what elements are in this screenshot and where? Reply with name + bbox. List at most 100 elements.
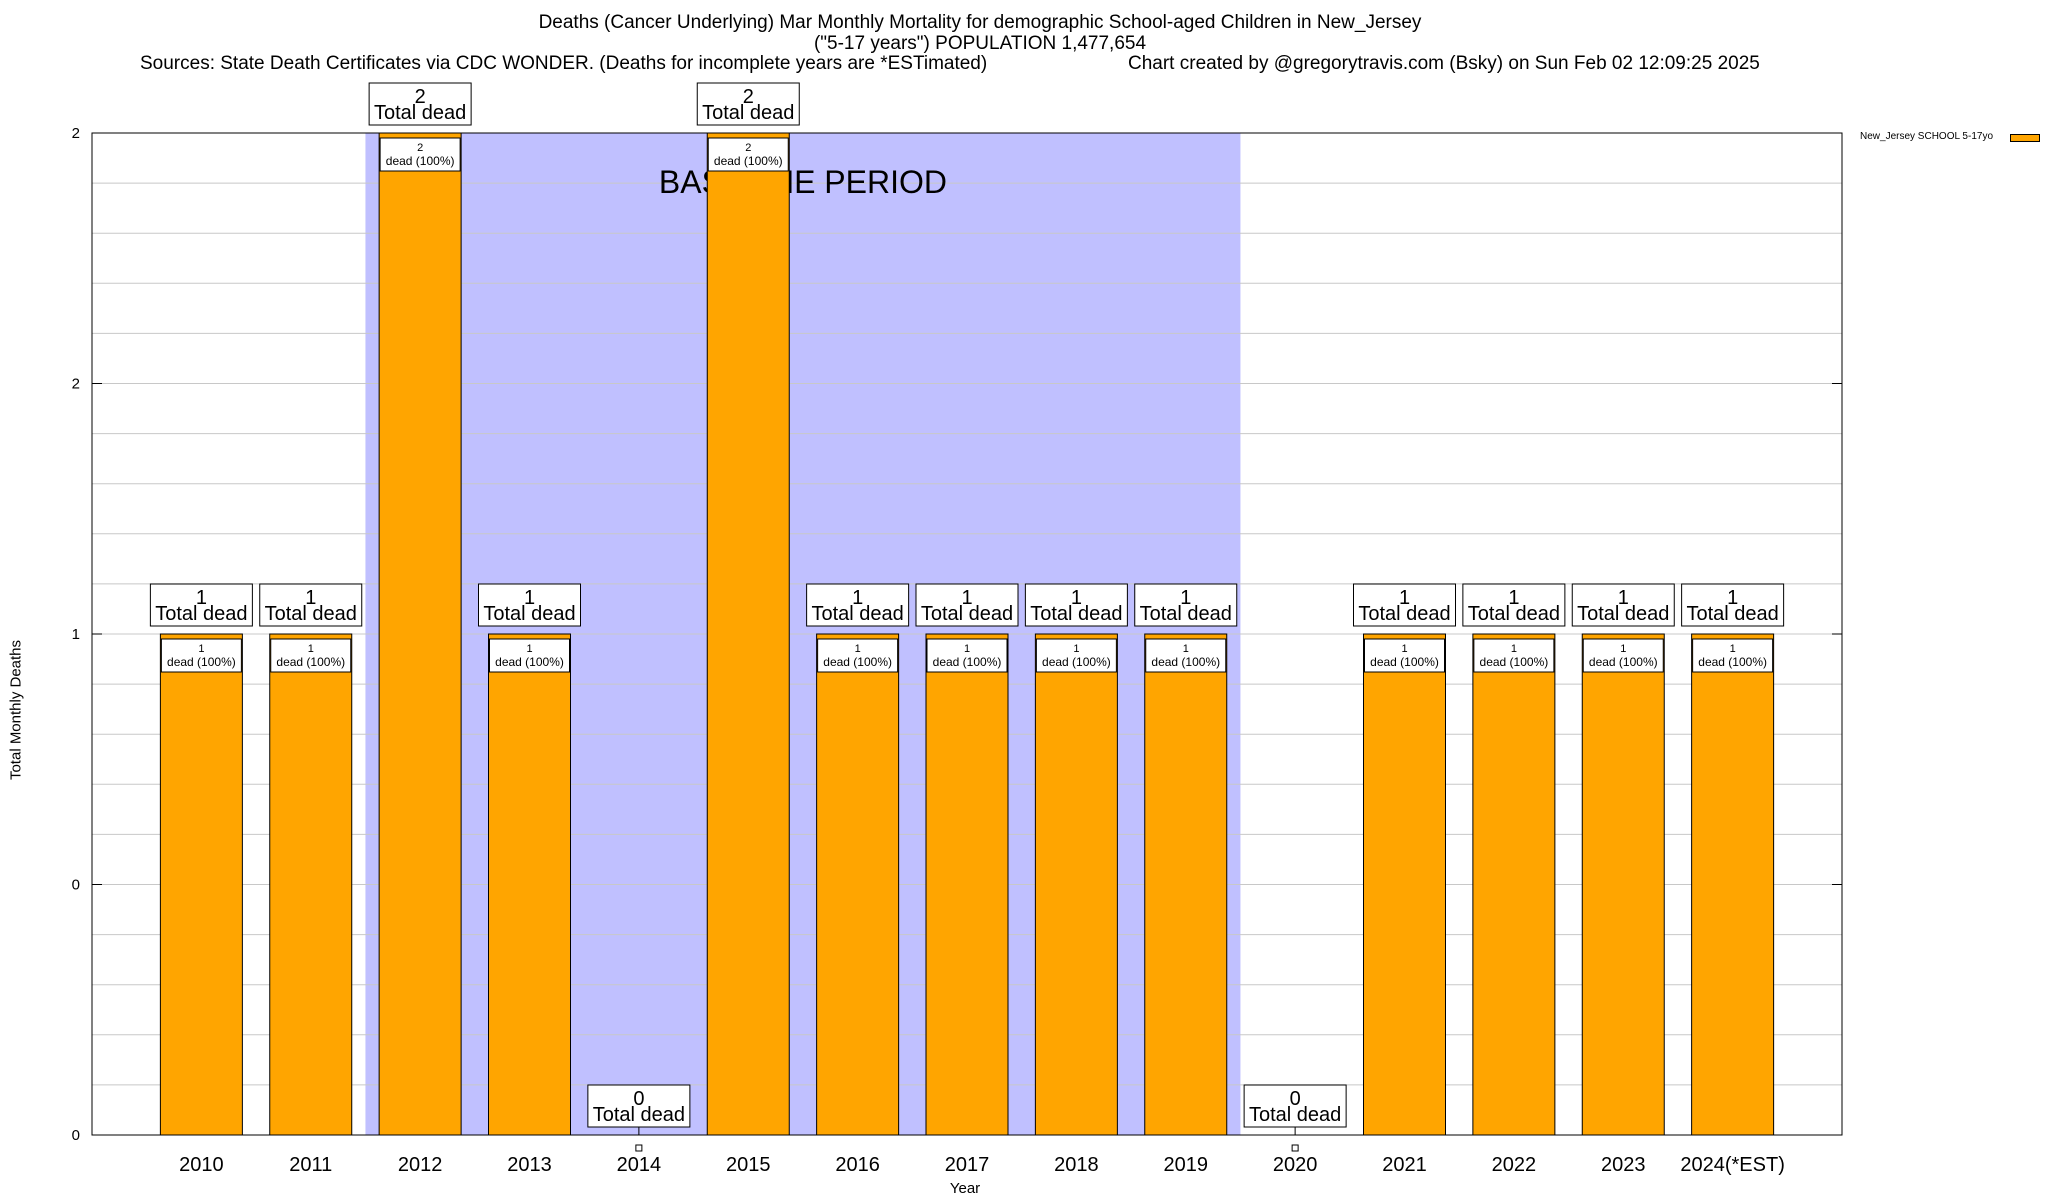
- bar-inner-label: dead (100%): [386, 154, 455, 168]
- y-tick-label: 2: [72, 125, 80, 142]
- x-tick-label: 2010: [179, 1154, 224, 1176]
- bar-total-label-box: [806, 583, 910, 627]
- bar-total-label: Total dead: [155, 603, 247, 625]
- x-tick-label: 2012: [398, 1154, 443, 1176]
- x-tick-label: 2014: [617, 1154, 662, 1176]
- y-tick-label: 0: [72, 877, 80, 894]
- bar-total-label-box: [259, 583, 363, 627]
- bar-total-label: Total dead: [702, 102, 794, 124]
- bar: [1691, 633, 1775, 1136]
- zero-point-marker: [635, 1144, 643, 1152]
- bar-total-count: 0: [633, 1088, 644, 1110]
- bar-total-count: 1: [852, 587, 863, 609]
- bar-inner-label: dead (100%): [276, 655, 345, 669]
- bar: [706, 132, 790, 1136]
- bar-inner-label-box: [270, 638, 352, 673]
- bar: [488, 633, 571, 1136]
- bar-total-count: 0: [1290, 1088, 1301, 1110]
- bar: [269, 633, 353, 1136]
- bar-inner-label-box: [707, 137, 789, 172]
- bar-inner-label-box: [926, 638, 1008, 673]
- x-tick-label: 2013: [507, 1154, 552, 1176]
- bar-total-label: Total dead: [483, 603, 575, 625]
- bar-total-label-box: [368, 82, 472, 126]
- bar-total-label: Total dead: [1249, 1104, 1341, 1126]
- bar-inner-label-box: [1692, 638, 1774, 673]
- x-tick-label: 2024(*EST): [1680, 1154, 1785, 1176]
- bar-total-label-box: [1243, 1084, 1347, 1128]
- bar-total-count: 1: [305, 587, 316, 609]
- bar-total-label: Total dead: [1030, 603, 1122, 625]
- bar-total-label: Total dead: [1686, 603, 1778, 625]
- bar-inner-count: 1: [855, 643, 861, 655]
- bar-inner-count: 1: [1620, 643, 1626, 655]
- bar-total-label: Total dead: [1140, 603, 1232, 625]
- bar-inner-count: 2: [417, 142, 423, 154]
- bar-inner-count: 1: [1183, 643, 1189, 655]
- bar: [1034, 633, 1118, 1136]
- bar: [1144, 633, 1228, 1136]
- bar-total-label: Total dead: [1468, 603, 1560, 625]
- bar-inner-label: dead (100%): [495, 655, 564, 669]
- bar-total-count: 1: [1180, 587, 1191, 609]
- bar: [159, 633, 243, 1136]
- bar-inner-count: 1: [198, 643, 204, 655]
- bar-inner-count: 2: [745, 142, 751, 154]
- bar-total-label-box: [587, 1084, 691, 1128]
- x-tick-label: 2020: [1273, 1154, 1318, 1176]
- bar-inner-label: dead (100%): [933, 655, 1002, 669]
- bar-total-label-box: [149, 583, 253, 627]
- bar-total-label-box: [1462, 583, 1566, 627]
- bar-total-count: 1: [1508, 587, 1519, 609]
- bar-inner-count: 1: [526, 643, 532, 655]
- bar-inner-label: dead (100%): [1151, 655, 1220, 669]
- bar-total-label-box: [1681, 583, 1785, 627]
- baseline-period-label: BASELINE PERIOD: [659, 164, 947, 200]
- bar-inner-label: dead (100%): [1589, 655, 1658, 669]
- bar: [1581, 633, 1665, 1136]
- bar-inner-label: dead (100%): [1698, 655, 1767, 669]
- x-tick-label: 2019: [1164, 1154, 1209, 1176]
- x-tick-label: 2021: [1382, 1154, 1427, 1176]
- bar-total-count: 1: [1618, 587, 1629, 609]
- bar-total-count: 1: [961, 587, 972, 609]
- bar: [1472, 633, 1556, 1136]
- bar-total-count: 1: [524, 587, 535, 609]
- bar-inner-label: dead (100%): [714, 154, 783, 168]
- bar-total-count: 2: [743, 86, 754, 108]
- bar-total-label: Total dead: [1577, 603, 1669, 625]
- x-axis-label: Year: [950, 1180, 980, 1197]
- bar-total-label: Total dead: [265, 603, 357, 625]
- bar-total-label-box: [1134, 583, 1238, 627]
- bar-inner-count: 1: [964, 643, 970, 655]
- bar-total-count: 1: [1727, 587, 1738, 609]
- y-tick-label: 1: [72, 626, 80, 643]
- legend-series-label: New_Jersey SCHOOL 5-17yo: [1860, 131, 1994, 142]
- legend-swatch: [2010, 134, 2040, 142]
- bar-inner-label: dead (100%): [1370, 655, 1439, 669]
- bar-inner-label-box: [489, 638, 570, 673]
- bar-inner-count: 1: [1511, 643, 1517, 655]
- chart-credit: Chart created by @gregorytravis.com (Bsk…: [1128, 53, 1760, 74]
- bar-inner-count: 1: [1730, 643, 1736, 655]
- bar: [378, 132, 462, 1136]
- bar-inner-count: 1: [1401, 643, 1407, 655]
- x-tick-label: 2015: [726, 1154, 771, 1176]
- bar-total-count: 1: [196, 587, 207, 609]
- bar-inner-label: dead (100%): [1480, 655, 1549, 669]
- bar-inner-count: 1: [1073, 643, 1079, 655]
- x-tick-label: 2018: [1054, 1154, 1099, 1176]
- bar-inner-label-box: [1145, 638, 1227, 673]
- bar-inner-label: dead (100%): [823, 655, 892, 669]
- x-tick-label: 2011: [289, 1154, 332, 1176]
- bar-total-label: Total dead: [811, 603, 903, 625]
- x-tick-label: 2016: [835, 1154, 880, 1176]
- bar-inner-label-box: [817, 638, 899, 673]
- bar-total-label-box: [478, 583, 581, 627]
- bar-total-label: Total dead: [921, 603, 1013, 625]
- zero-point-marker: [1291, 1144, 1299, 1152]
- y-tick-label: 2: [72, 376, 80, 393]
- bar-inner-label: dead (100%): [167, 655, 236, 669]
- bar-total-label-box: [1571, 583, 1675, 627]
- x-tick-label: 2022: [1492, 1154, 1537, 1176]
